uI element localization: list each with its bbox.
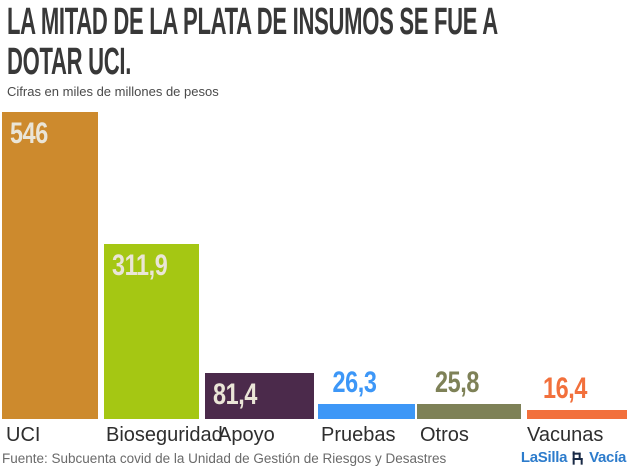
chart-subtitle: Cifras en miles de millones de pesos	[7, 84, 219, 99]
bar-category-label-pruebas: Pruebas	[321, 424, 396, 446]
bar-value-label-pruebas: 26,3	[332, 366, 377, 399]
title-line-2: DOTAR UCI.	[7, 41, 132, 83]
bar-category-label-apoyo: Apoyo	[218, 424, 275, 446]
bar-value-label-otros: 25,8	[435, 366, 479, 399]
bar-value-label-vacunas: 16,4	[543, 372, 587, 405]
bar-uci	[2, 112, 98, 419]
bar-category-label-bioseguridad: Bioseguridad	[106, 424, 223, 446]
source-note: Fuente: Subcuenta covid de la Unidad de …	[2, 451, 447, 466]
title-line-1: LA MITAD DE LA PLATA DE INSUMOS SE FUE A	[7, 1, 498, 43]
bar-value-label-uci: 546	[10, 117, 48, 150]
lasilla-vacia-logo: LaSilla Vacía	[521, 449, 626, 466]
bar-apoyo	[205, 373, 314, 419]
bar-pruebas	[318, 404, 415, 419]
logo-text-vacia: Vacía	[589, 449, 626, 466]
bar-value-label-bioseguridad: 311,9	[112, 249, 168, 282]
chair-icon	[570, 450, 586, 466]
page-title: LA MITAD DE LA PLATA DE INSUMOS SE FUE A…	[7, 2, 498, 82]
bar-vacunas	[527, 410, 627, 419]
bar-otros	[417, 404, 521, 419]
bar-bioseguridad	[104, 244, 199, 419]
bar-value-label-apoyo: 81,4	[213, 378, 257, 411]
bar-category-label-uci: UCI	[6, 424, 41, 446]
bar-category-label-vacunas: Vacunas	[527, 424, 604, 446]
bar-category-label-otros: Otros	[420, 424, 469, 446]
logo-text-lasilla: LaSilla	[520, 449, 568, 466]
